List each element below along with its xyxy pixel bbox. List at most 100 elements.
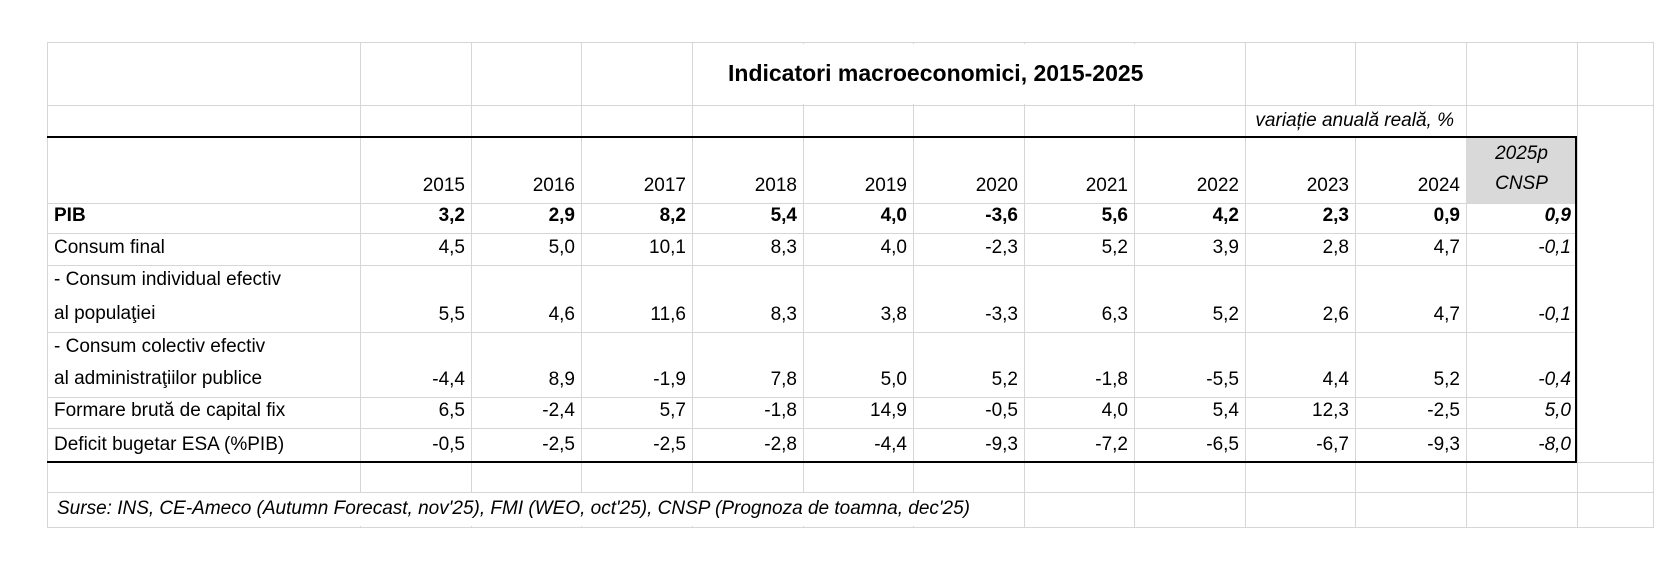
- value-cell[interactable]: 8,3: [770, 304, 797, 326]
- value-cell[interactable]: 5,6: [1101, 205, 1128, 227]
- grid-line: [1466, 42, 1467, 528]
- grid-line: [360, 42, 361, 528]
- value-cell[interactable]: 2,3: [1322, 205, 1349, 227]
- value-cell[interactable]: -2,5: [1427, 400, 1460, 422]
- row-label[interactable]: Deficit bugetar ESA (%PIB): [47, 428, 360, 462]
- value-cell[interactable]: 4,5: [438, 237, 465, 259]
- value-cell[interactable]: 8,9: [548, 369, 575, 391]
- value-cell[interactable]: -4,4: [432, 369, 465, 391]
- col-header-2025p-cnsp[interactable]: 2025p CNSP: [1466, 137, 1577, 203]
- value-cell[interactable]: 2,9: [548, 205, 575, 227]
- value-cell[interactable]: 4,7: [1433, 304, 1460, 326]
- value-cell[interactable]: 3,8: [880, 304, 907, 326]
- value-cell[interactable]: -1,8: [1095, 369, 1128, 391]
- value-cell[interactable]: 2,8: [1322, 237, 1349, 259]
- value-cell[interactable]: -2,3: [985, 237, 1018, 259]
- value-cell[interactable]: -9,3: [985, 434, 1018, 456]
- col-header-2017[interactable]: 2017: [643, 175, 686, 197]
- row-label[interactable]: - Consum colectiv efectiv al administraţi…: [47, 332, 360, 397]
- value-cell[interactable]: 5,0: [880, 369, 907, 391]
- value-cell[interactable]: 5,0: [548, 237, 575, 259]
- col-header-2022[interactable]: 2022: [1196, 175, 1239, 197]
- value-cell[interactable]: 5,2: [1212, 304, 1239, 326]
- value-cell[interactable]: 4,0: [880, 205, 907, 227]
- grid-line: [1134, 42, 1135, 528]
- grid-line: [913, 42, 914, 528]
- value-cell[interactable]: 6,3: [1101, 304, 1128, 326]
- row-label[interactable]: PIB: [47, 203, 360, 233]
- value-cell[interactable]: -0,1: [1538, 237, 1571, 259]
- row-label[interactable]: Formare brută de capital fix: [47, 397, 360, 428]
- grid-line: [47, 332, 1577, 333]
- col-header-2015[interactable]: 2015: [422, 175, 465, 197]
- col-header-2018[interactable]: 2018: [754, 175, 797, 197]
- value-cell[interactable]: -3,6: [985, 205, 1018, 227]
- value-cell[interactable]: 5,4: [1212, 400, 1239, 422]
- value-cell[interactable]: 5,2: [991, 369, 1018, 391]
- value-cell[interactable]: 8,3: [770, 237, 797, 259]
- grid-line: [803, 42, 804, 528]
- col-header-2020[interactable]: 2020: [975, 175, 1018, 197]
- value-cell[interactable]: 8,2: [659, 205, 686, 227]
- source-note: Surse: INS, CE-Ameco (Autumn Forecast, n…: [49, 493, 983, 526]
- value-cell[interactable]: 4,0: [880, 237, 907, 259]
- grid-line: [47, 492, 1653, 493]
- thick-border-top: [47, 136, 1577, 138]
- value-cell[interactable]: -1,9: [653, 369, 686, 391]
- value-cell[interactable]: -3,3: [985, 304, 1018, 326]
- grid-line: [1355, 42, 1356, 528]
- value-cell[interactable]: -0,4: [1538, 369, 1571, 391]
- value-cell[interactable]: 5,2: [1101, 237, 1128, 259]
- value-cell[interactable]: -5,5: [1206, 369, 1239, 391]
- value-cell[interactable]: -0,5: [432, 434, 465, 456]
- value-cell[interactable]: -7,2: [1095, 434, 1128, 456]
- col-header-2016[interactable]: 2016: [532, 175, 575, 197]
- value-cell[interactable]: 5,2: [1433, 369, 1460, 391]
- value-cell[interactable]: 4,4: [1322, 369, 1349, 391]
- value-cell[interactable]: 4,6: [548, 304, 575, 326]
- value-cell[interactable]: 5,0: [1544, 400, 1571, 422]
- table-title: Indicatori macroeconomici, 2015-2025: [716, 44, 1156, 104]
- value-cell[interactable]: -2,4: [542, 400, 575, 422]
- value-cell[interactable]: -8,0: [1538, 434, 1571, 456]
- value-cell[interactable]: 0,9: [1544, 205, 1571, 227]
- value-cell[interactable]: 10,1: [649, 237, 686, 259]
- value-cell[interactable]: -2,5: [653, 434, 686, 456]
- value-cell[interactable]: 12,3: [1312, 400, 1349, 422]
- value-cell[interactable]: 4,7: [1433, 237, 1460, 259]
- value-cell[interactable]: 0,9: [1433, 205, 1460, 227]
- value-cell[interactable]: -2,8: [764, 434, 797, 456]
- value-cell[interactable]: -6,7: [1316, 434, 1349, 456]
- row-label[interactable]: - Consum individual efectiv al populaţiei: [47, 265, 360, 332]
- value-cell[interactable]: 14,9: [870, 400, 907, 422]
- value-cell[interactable]: -9,3: [1427, 434, 1460, 456]
- value-cell[interactable]: 5,5: [438, 304, 465, 326]
- value-cell[interactable]: -1,8: [764, 400, 797, 422]
- value-cell[interactable]: 3,9: [1212, 237, 1239, 259]
- value-cell[interactable]: -0,5: [985, 400, 1018, 422]
- value-cell[interactable]: -0,1: [1538, 304, 1571, 326]
- value-cell[interactable]: 5,4: [770, 205, 797, 227]
- row-label-line: al administraţiilor publice: [54, 368, 263, 390]
- col-header-2019[interactable]: 2019: [864, 175, 907, 197]
- grid-line: [47, 105, 1653, 106]
- grid-line: [47, 203, 1577, 204]
- table-subtitle: variație anuală reală, %: [1249, 106, 1460, 136]
- value-cell[interactable]: 6,5: [438, 400, 465, 422]
- value-cell[interactable]: 7,8: [770, 369, 797, 391]
- col-header-2024[interactable]: 2024: [1417, 175, 1460, 197]
- value-cell[interactable]: 11,6: [650, 304, 686, 326]
- value-cell[interactable]: -6,5: [1206, 434, 1239, 456]
- col-header-2021[interactable]: 2021: [1085, 175, 1128, 197]
- row-label[interactable]: Consum final: [47, 233, 360, 265]
- value-cell[interactable]: 2,6: [1322, 304, 1349, 326]
- value-cell[interactable]: -4,4: [874, 434, 907, 456]
- col-header-2023[interactable]: 2023: [1306, 175, 1349, 197]
- value-cell[interactable]: 4,0: [1101, 400, 1128, 422]
- value-cell[interactable]: 3,2: [438, 205, 465, 227]
- value-cell[interactable]: 5,7: [659, 400, 686, 422]
- value-cell[interactable]: -2,5: [542, 434, 575, 456]
- grid-line: [471, 42, 472, 528]
- value-cell[interactable]: 4,2: [1212, 205, 1239, 227]
